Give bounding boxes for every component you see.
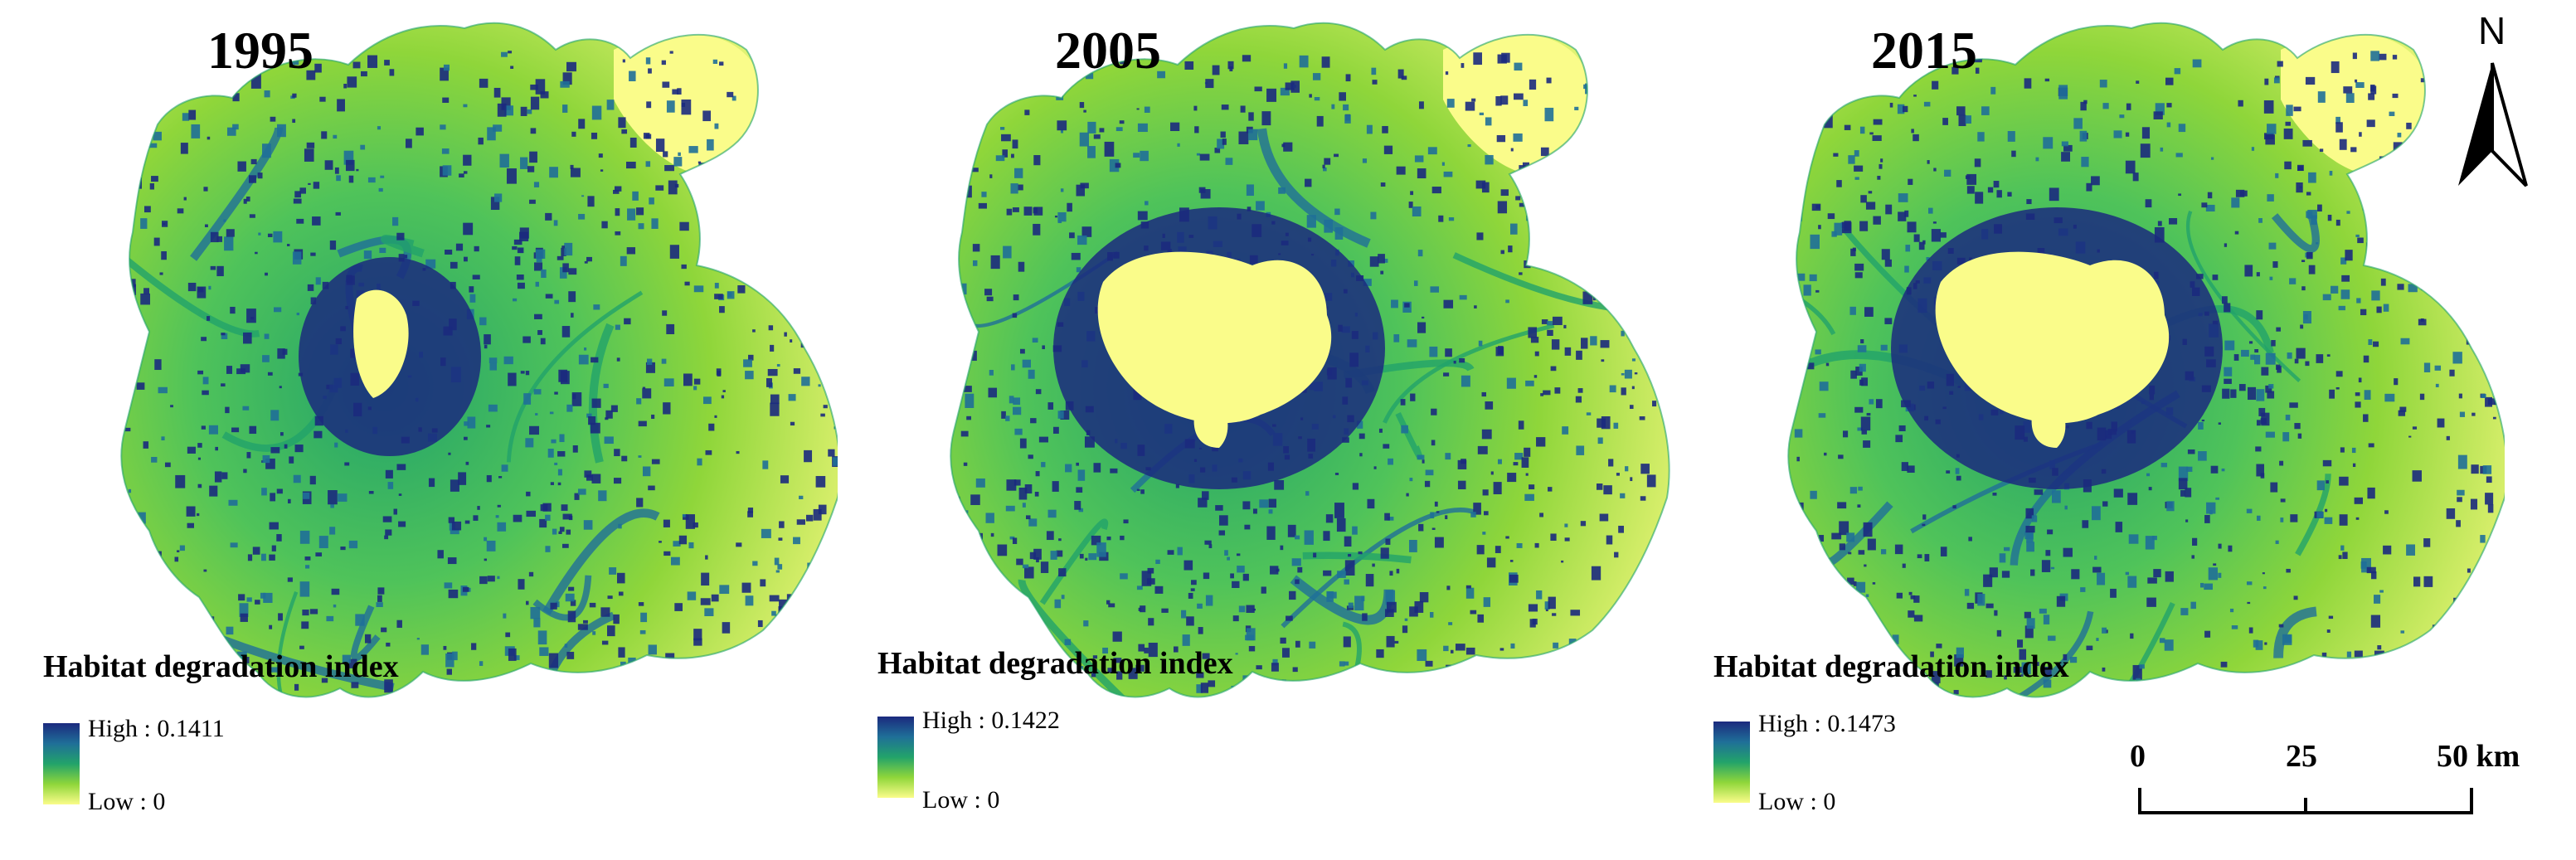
panel-year-label: 2005 [1055, 21, 1161, 80]
scale-bar-line [2138, 788, 2473, 814]
legend-title: Habitat degradation index [43, 649, 399, 684]
legend-low-label: Low : 0 [922, 786, 1000, 814]
scale-tick-25: 25 [2286, 739, 2317, 774]
habitat-degradation-map [120, 22, 838, 698]
habitat-degradation-map [950, 22, 1670, 698]
scale-tick-0: 0 [2130, 739, 2146, 774]
legend-color-ramp [1713, 722, 1750, 803]
habitat-degradation-map [1787, 22, 2505, 698]
legend-low-label: Low : 0 [88, 788, 166, 815]
map-panel-1995: 1995 Habitat degradation index High : 0.… [0, 0, 838, 860]
map-panel-2005: 2005 Habitat degradation index High : 0.… [838, 0, 1675, 860]
legend-high-label: High : 0.1422 [922, 707, 1060, 734]
legend-high-label: High : 0.1473 [1758, 710, 1896, 737]
north-label: N [2478, 9, 2506, 52]
legend-color-ramp [877, 717, 914, 798]
panel-year-label: 2015 [1871, 21, 1977, 80]
north-arrow-icon [2458, 62, 2528, 187]
scale-bar: 0 25 50 km [2123, 738, 2520, 838]
panel-year-label: 1995 [207, 21, 313, 80]
legend-title: Habitat degradation index [877, 646, 1233, 681]
legend-high-label: High : 0.1411 [88, 715, 225, 742]
legend-low-label: Low : 0 [1758, 788, 1836, 815]
scale-tick-50: 50 km [2437, 739, 2520, 774]
map-panel-2015: 2015 Habitat degradation index High : 0.… [1667, 0, 2505, 860]
legend-color-ramp [43, 723, 80, 804]
legend-title: Habitat degradation index [1713, 649, 2069, 684]
